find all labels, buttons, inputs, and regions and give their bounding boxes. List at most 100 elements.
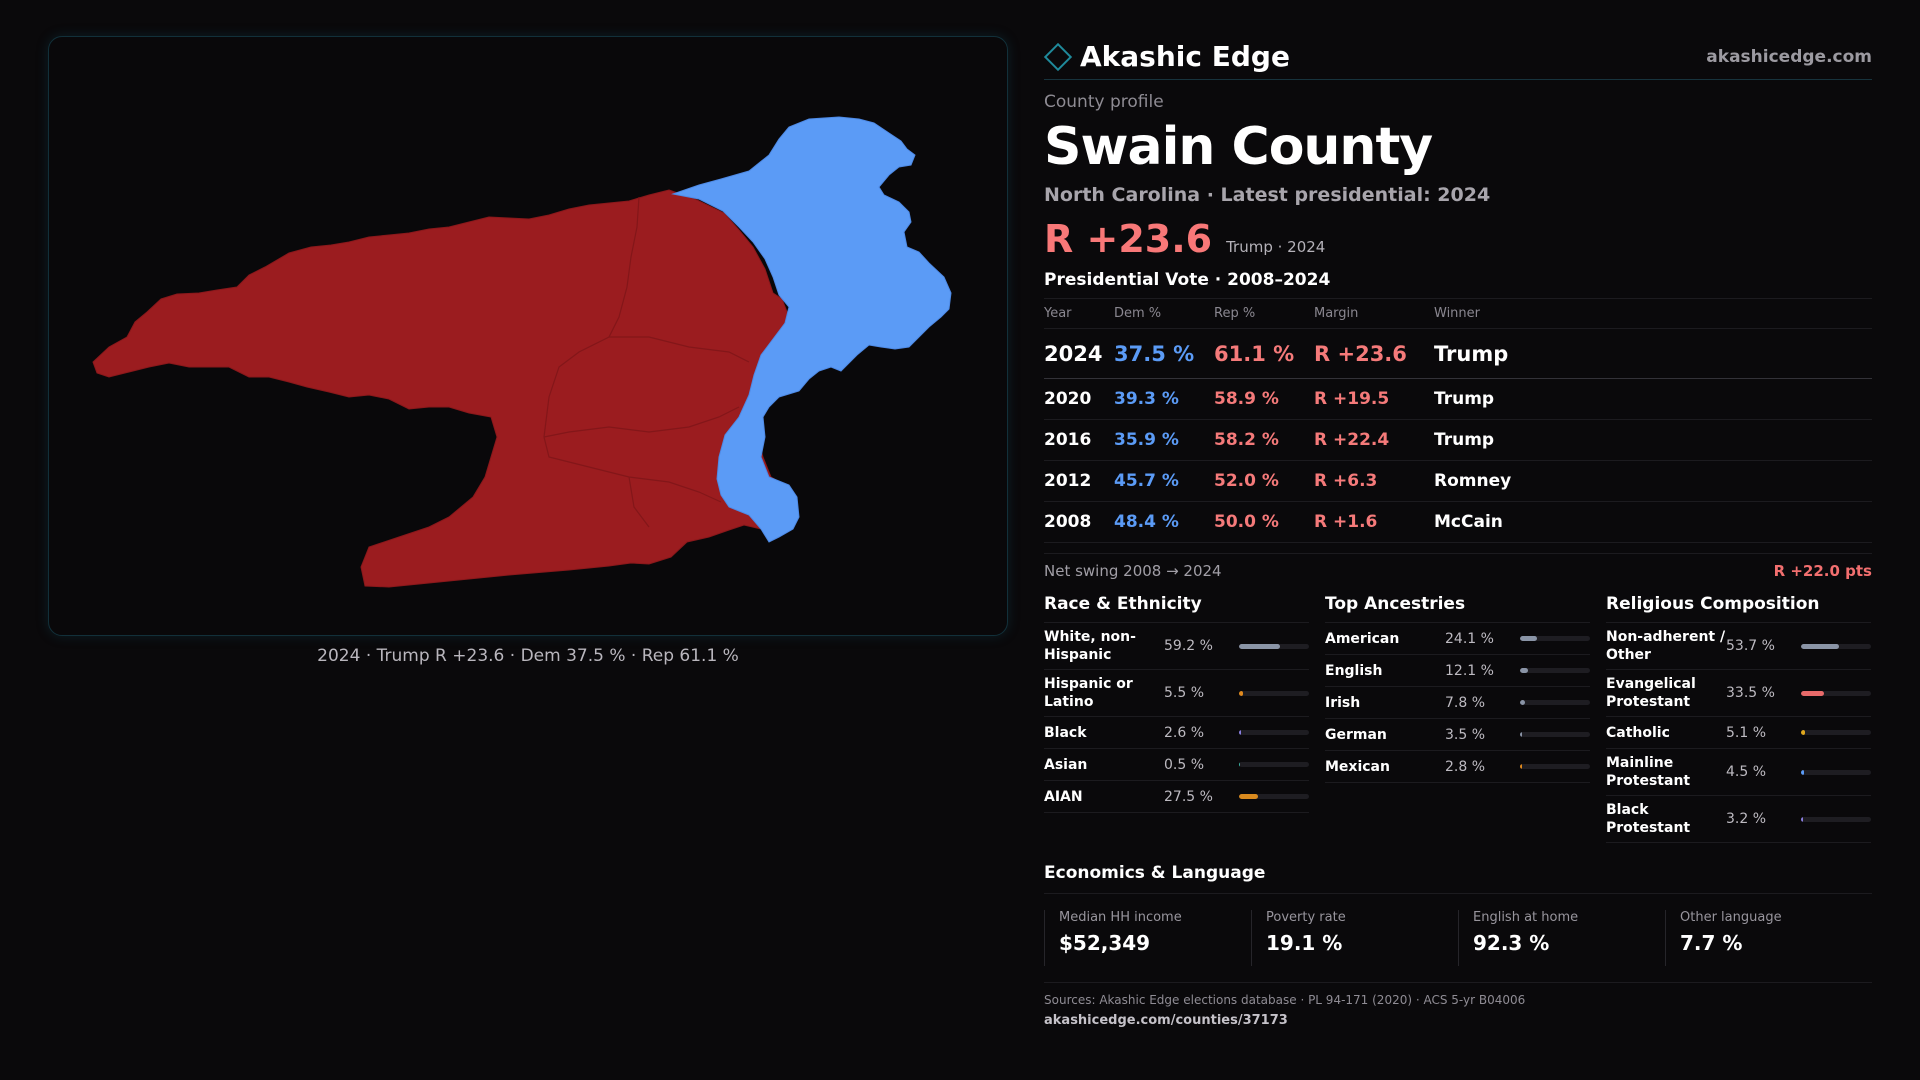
county-map-svg: [92, 116, 952, 588]
item-value: 0.5 %: [1164, 756, 1205, 773]
stat-label: Median HH income: [1059, 910, 1182, 925]
item-bar-fill: [1801, 730, 1805, 735]
headline-margin: R +23.6: [1044, 217, 1213, 261]
cell-year: 2008: [1044, 501, 1114, 543]
item-bar-fill: [1520, 732, 1523, 737]
item-bar-fill: [1801, 690, 1825, 696]
cell-dem: 48.4 %: [1114, 501, 1214, 543]
list-item: American 24.1 %: [1325, 623, 1590, 655]
item-label: Irish: [1325, 694, 1361, 711]
item-label: Hispanic or Latino: [1044, 676, 1133, 710]
stat-poverty-rate: Poverty rate 19.1 %: [1251, 910, 1458, 966]
headline-note: Trump · 2024: [1226, 238, 1326, 256]
item-label: Catholic: [1606, 724, 1670, 741]
cell-winner: Trump: [1434, 419, 1872, 461]
item-value: 53.7 %: [1726, 638, 1775, 654]
stat-median-income: Median HH income $52,349: [1044, 910, 1251, 966]
stat-label: English at home: [1473, 910, 1579, 925]
race-ethnicity-section: Race & Ethnicity White, non-Hispanic 59.…: [1044, 594, 1309, 843]
stat-label: Other language: [1680, 910, 1782, 925]
site-link[interactable]: akashicedge.com: [1706, 46, 1872, 67]
cell-rep: 58.9 %: [1214, 378, 1314, 420]
col-winner: Winner: [1434, 298, 1872, 329]
table-row[interactable]: 2020 39.3 % 58.9 % R +19.5 Trump: [1044, 378, 1872, 420]
stat-label: Poverty rate: [1266, 910, 1346, 925]
cell-winner: McCain: [1434, 501, 1872, 543]
cell-winner: Trump: [1434, 378, 1872, 420]
sources-note: Sources: Akashic Edge elections database…: [1044, 982, 1872, 1007]
stat-other-language: Other language 7.7 %: [1665, 910, 1872, 966]
map-region-republican[interactable]: [92, 189, 792, 588]
item-label: Black: [1044, 724, 1087, 741]
item-value: 2.8 %: [1445, 758, 1486, 775]
item-bar-fill: [1239, 794, 1259, 799]
item-label: Non-adherent / Other: [1606, 629, 1726, 663]
table-row[interactable]: 2008 48.4 % 50.0 % R +1.6 McCain: [1044, 501, 1872, 543]
economics-grid: Median HH income $52,349 Poverty rate 19…: [1044, 910, 1872, 966]
cell-dem: 37.5 %: [1114, 328, 1214, 379]
item-bar: [1801, 643, 1871, 649]
cell-year: 2020: [1044, 378, 1114, 420]
list-item: Black Protestant 3.2 %: [1606, 796, 1871, 843]
ancestries-title: Top Ancestries: [1325, 594, 1590, 623]
brand[interactable]: Akashic Edge: [1043, 40, 1290, 73]
item-bar-fill: [1520, 764, 1522, 769]
stat-value: $52,349: [1059, 931, 1151, 955]
table-row[interactable]: 2012 45.7 % 52.0 % R +6.3 Romney: [1044, 460, 1872, 502]
cell-year: 2016: [1044, 419, 1114, 461]
list-item: AIAN 27.5 %: [1044, 781, 1309, 813]
brand-name: Akashic Edge: [1080, 40, 1290, 73]
item-bar-fill: [1520, 636, 1537, 641]
item-value: 7.8 %: [1445, 694, 1486, 711]
item-bar: [1520, 700, 1590, 705]
cell-margin: R +23.6: [1314, 328, 1434, 379]
cell-margin: R +19.5: [1314, 378, 1434, 420]
cell-year: 2012: [1044, 460, 1114, 502]
item-label: Mainline Protestant: [1606, 755, 1691, 789]
item-label: Evangelical Protestant: [1606, 676, 1696, 710]
list-item: White, non-Hispanic 59.2 %: [1044, 623, 1309, 670]
table-header-row: Year Dem % Rep % Margin Winner: [1044, 298, 1872, 329]
item-bar-fill: [1801, 643, 1839, 649]
list-item: Asian 0.5 %: [1044, 749, 1309, 781]
headline-result: R +23.6 Trump · 2024: [1044, 218, 1872, 260]
item-bar: [1239, 730, 1309, 735]
presidential-vote-title: Presidential Vote · 2008–2024: [1044, 270, 1331, 290]
map-caption: 2024 · Trump R +23.6 · Dem 37.5 % · Rep …: [317, 646, 739, 666]
presidential-vote-table: Year Dem % Rep % Margin Winner 2024 37.5…: [1044, 298, 1872, 543]
stat-value: 19.1 %: [1266, 931, 1343, 955]
cell-dem: 35.9 %: [1114, 419, 1214, 461]
cell-dem: 39.3 %: [1114, 378, 1214, 420]
cell-margin: R +22.4: [1314, 419, 1434, 461]
list-item: German 3.5 %: [1325, 719, 1590, 751]
net-swing-value: R +22.0 pts: [1773, 562, 1872, 580]
county-map[interactable]: [48, 36, 1008, 636]
item-bar-fill: [1520, 668, 1529, 673]
item-value: 27.5 %: [1164, 788, 1213, 805]
profile-panel: Akashic Edge akashicedge.com County prof…: [1043, 34, 1872, 1028]
item-value: 4.5 %: [1726, 764, 1767, 780]
page-title: Swain County: [1044, 117, 1433, 177]
list-item: Irish 7.8 %: [1325, 687, 1590, 719]
list-item: Non-adherent / Other 53.7 %: [1606, 623, 1871, 670]
item-label: AIAN: [1044, 788, 1083, 805]
item-value: 12.1 %: [1445, 662, 1494, 679]
table-row[interactable]: 2016 35.9 % 58.2 % R +22.4 Trump: [1044, 419, 1872, 461]
map-region-democrat[interactable]: [671, 116, 952, 543]
item-bar: [1520, 732, 1590, 737]
map-internal-borders: [543, 196, 750, 528]
item-label: Black Protestant: [1606, 802, 1691, 836]
list-item: English 12.1 %: [1325, 655, 1590, 687]
item-bar-fill: [1239, 730, 1241, 735]
item-value: 2.6 %: [1164, 724, 1205, 741]
county-permalink[interactable]: akashicedge.com/counties/37173: [1044, 1013, 1288, 1028]
item-value: 33.5 %: [1726, 685, 1775, 701]
religion-title: Religious Composition: [1606, 594, 1871, 623]
item-label: Asian: [1044, 756, 1088, 773]
item-bar: [1801, 730, 1871, 735]
table-row[interactable]: 2024 37.5 % 61.1 % R +23.6 Trump: [1044, 328, 1872, 379]
item-label: English: [1325, 662, 1383, 679]
list-item: Black 2.6 %: [1044, 717, 1309, 749]
cell-margin: R +6.3: [1314, 460, 1434, 502]
cell-dem: 45.7 %: [1114, 460, 1214, 502]
